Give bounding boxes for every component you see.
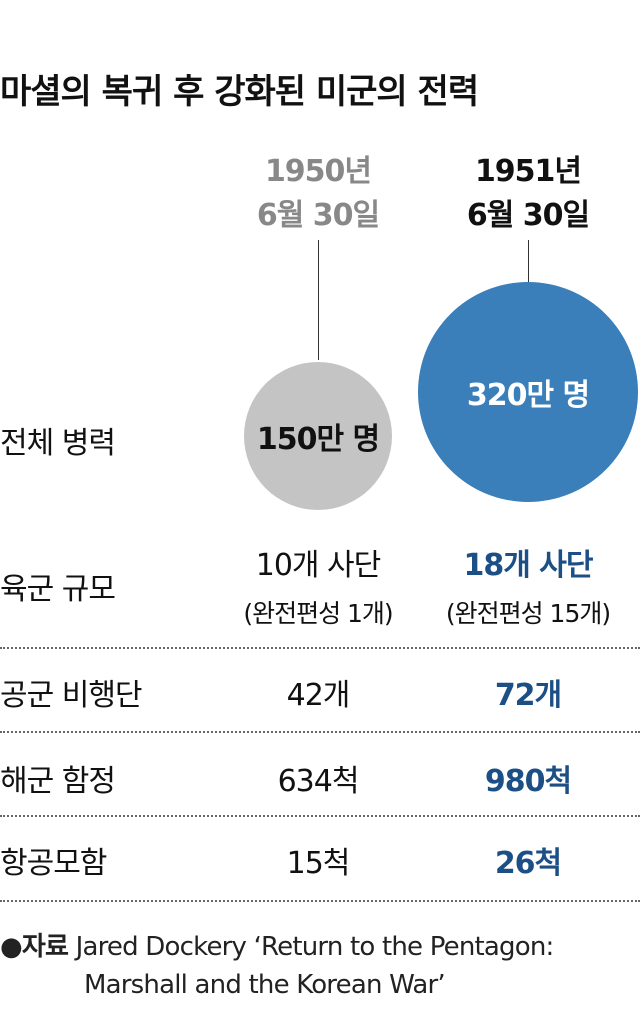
row-label-army: 육군 규모 bbox=[0, 572, 116, 607]
column-header-1950: 1950년 6월 30일 bbox=[218, 150, 418, 238]
column-header-1951-day: 6월 30일 bbox=[466, 198, 590, 233]
cell-1950-army: 10개 사단 bbox=[255, 548, 382, 583]
column-header-1951: 1951년 6월 30일 bbox=[428, 150, 628, 238]
source-bullet-icon: ● bbox=[0, 932, 23, 962]
cell-1950-army-note: (완전편성 1개) bbox=[243, 599, 393, 628]
connector-line-1951 bbox=[528, 240, 529, 284]
bubble-1951-total-forces: 320만 명 bbox=[418, 282, 638, 502]
cell-1951-army: 18개 사단 bbox=[463, 548, 594, 583]
source-line-2: Marshall and the Korean War’ bbox=[84, 970, 446, 1000]
cell-1950-carriers: 15척 bbox=[286, 846, 351, 881]
source-line-1: ●자료 Jared Dockery ‘Return to the Pentago… bbox=[0, 926, 554, 963]
row-label-air-force: 공군 비행단 bbox=[0, 678, 143, 713]
row-divider bbox=[0, 900, 640, 902]
cell-1950-air-force: 42개 bbox=[286, 678, 351, 713]
source-label: 자료 bbox=[21, 932, 69, 962]
row-divider bbox=[0, 815, 640, 817]
row-divider bbox=[0, 647, 640, 649]
column-header-1950-year: 1950년 bbox=[264, 154, 372, 189]
cell-1951-navy: 980척 bbox=[484, 764, 572, 799]
row-label-carriers: 항공모함 bbox=[0, 846, 107, 881]
bubble-1951-value: 320만 명 bbox=[466, 378, 590, 413]
source-text-1: Jared Dockery ‘Return to the Pentagon: bbox=[75, 932, 555, 962]
bubble-1950-total-forces: 150만 명 bbox=[244, 362, 392, 510]
cell-1950-navy: 634척 bbox=[277, 764, 360, 799]
row-label-total-forces: 전체 병력 bbox=[0, 426, 116, 461]
row-divider bbox=[0, 731, 640, 733]
chart-title: 마셜의 복귀 후 강화된 미군의 전력 bbox=[0, 72, 479, 112]
bubble-1950-value: 150만 명 bbox=[256, 422, 380, 457]
row-label-navy: 해군 함정 bbox=[0, 764, 116, 799]
connector-line-1950 bbox=[318, 240, 319, 360]
cell-1951-air-force: 72개 bbox=[494, 678, 562, 713]
cell-1951-army-note: (완전편성 15개) bbox=[445, 599, 611, 628]
column-header-1950-day: 6월 30일 bbox=[256, 198, 380, 233]
cell-1951-carriers: 26척 bbox=[494, 846, 562, 881]
column-header-1951-year: 1951년 bbox=[474, 154, 582, 189]
